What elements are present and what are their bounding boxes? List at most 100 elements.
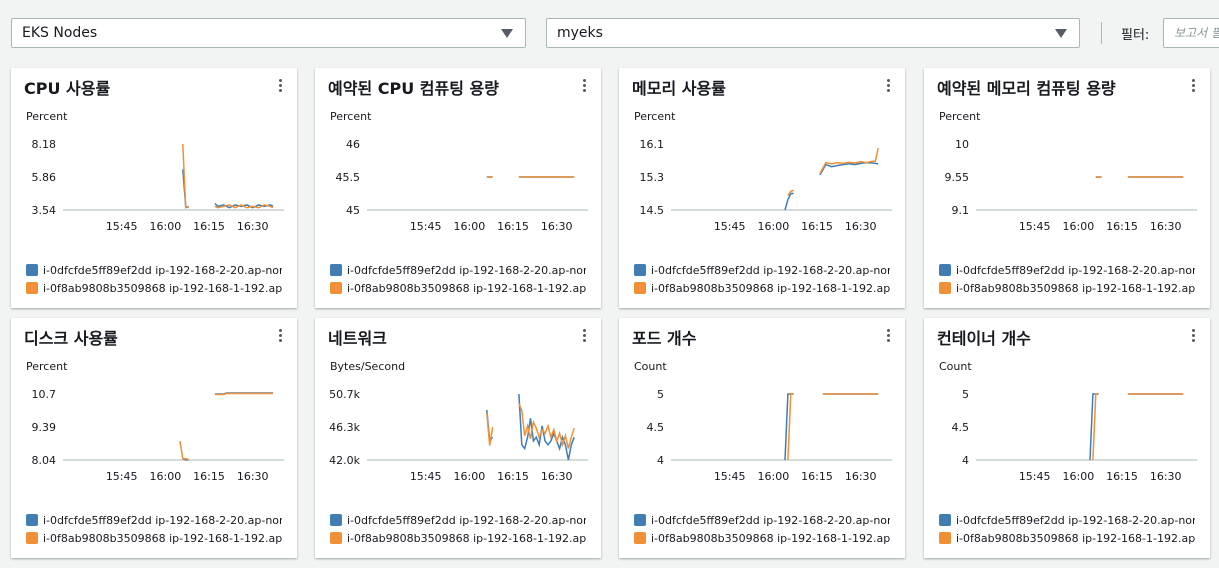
legend-item[interactable]: i-0dfcfde5ff89ef2dd ip-192-168-2-20.ap-n… — [939, 261, 1195, 279]
legend-item[interactable]: i-0f8ab9808b3509868 ip-192-168-1-192.ap-… — [939, 529, 1195, 547]
series-line[interactable] — [518, 393, 575, 461]
y-axis-unit-label: Count — [634, 360, 667, 373]
caret-down-icon — [1055, 29, 1067, 38]
legend-label: i-0f8ab9808b3509868 ip-192-168-1-192.ap-… — [43, 281, 282, 295]
more-options-icon[interactable] — [887, 329, 891, 343]
y-tick-label: 8.04 — [32, 454, 57, 467]
y-tick-label: 3.54 — [32, 204, 57, 217]
legend-item[interactable]: i-0dfcfde5ff89ef2dd ip-192-168-2-20.ap-n… — [330, 261, 586, 279]
series-line[interactable] — [214, 204, 274, 209]
legend-item[interactable]: i-0f8ab9808b3509868 ip-192-168-1-192.ap-… — [26, 529, 282, 547]
legend-swatch — [26, 532, 38, 544]
legend-item[interactable]: i-0f8ab9808b3509868 ip-192-168-1-192.ap-… — [330, 529, 586, 547]
y-tick-label: 4.5 — [952, 421, 970, 434]
chart-legend: i-0dfcfde5ff89ef2dd ip-192-168-2-20.ap-n… — [939, 511, 1195, 547]
line-chart: 50.7k 46.3k 42.0k 15:45 16:00 16:15 16:30 — [329, 388, 588, 483]
metric-card: 예약된 CPU 컴퓨팅 용량 Percent 46 45.5 45 15:45 16:00 1… — [315, 68, 601, 308]
legend-item[interactable]: i-0dfcfde5ff89ef2dd ip-192-168-2-20.ap-n… — [330, 511, 586, 529]
filter-input[interactable] — [1163, 18, 1219, 48]
legend-item[interactable]: i-0dfcfde5ff89ef2dd ip-192-168-2-20.ap-n… — [26, 261, 282, 279]
series-line[interactable] — [1092, 393, 1099, 461]
legend-item[interactable]: i-0f8ab9808b3509868 ip-192-168-1-192.ap-… — [634, 529, 890, 547]
legend-label: i-0f8ab9808b3509868 ip-192-168-1-192.ap-… — [347, 531, 586, 545]
x-tick-label: 16:15 — [193, 220, 225, 233]
y-tick-label: 50.7k — [329, 388, 360, 401]
legend-item[interactable]: i-0dfcfde5ff89ef2dd ip-192-168-2-20.ap-n… — [939, 511, 1195, 529]
x-tick-label: 16:00 — [150, 220, 182, 233]
legend-item[interactable]: i-0f8ab9808b3509868 ip-192-168-1-192.ap-… — [26, 279, 282, 297]
metric-card: 디스크 사용률 Percent 10.7 9.39 8.04 15:45 16:00 16:1… — [11, 318, 297, 558]
series-line[interactable] — [787, 393, 794, 461]
series-line[interactable] — [182, 143, 189, 209]
series-line[interactable] — [518, 402, 575, 449]
x-tick-label: 16:30 — [1150, 220, 1182, 233]
legend-swatch — [634, 532, 646, 544]
legend-label: i-0f8ab9808b3509868 ip-192-168-1-192.ap-… — [651, 531, 890, 545]
more-options-icon[interactable] — [279, 329, 283, 343]
legend-swatch — [939, 264, 951, 276]
metric-card: 네트워크 Bytes/Second 50.7k 46.3k 42.0k 15:45 16:0… — [315, 318, 601, 558]
y-axis-unit-label: Percent — [634, 110, 676, 123]
line-chart: 8.18 5.86 3.54 15:45 16:00 16:15 16:30 — [32, 138, 284, 233]
more-options-icon[interactable] — [583, 79, 587, 93]
y-tick-label: 46 — [346, 138, 360, 151]
cluster-select[interactable]: myeks — [546, 18, 1080, 48]
x-tick-label: 16:00 — [1063, 470, 1095, 483]
series-line[interactable] — [486, 412, 494, 446]
legend-item[interactable]: i-0f8ab9808b3509868 ip-192-168-1-192.ap-… — [939, 279, 1195, 297]
metric-card: 메모리 사용률 Percent 16.1 15.3 14.5 15:45 16:00 16:1… — [619, 68, 905, 308]
line-chart: 16.1 15.3 14.5 15:45 16:00 16:15 16:30 — [640, 138, 892, 233]
x-tick-label: 16:30 — [1150, 470, 1182, 483]
x-tick-label: 16:30 — [541, 470, 573, 483]
legend-item[interactable]: i-0dfcfde5ff89ef2dd ip-192-168-2-20.ap-n… — [634, 511, 890, 529]
y-tick-label: 9.55 — [945, 171, 970, 184]
chart-legend: i-0dfcfde5ff89ef2dd ip-192-168-2-20.ap-n… — [939, 261, 1195, 297]
chart-legend: i-0dfcfde5ff89ef2dd ip-192-168-2-20.ap-n… — [26, 511, 282, 547]
legend-label: i-0dfcfde5ff89ef2dd ip-192-168-2-20.ap-n… — [347, 513, 586, 527]
y-tick-label: 4.5 — [647, 421, 665, 434]
metric-card: CPU 사용률 Percent 8.18 5.86 3.54 15:45 16:00 16:1… — [11, 68, 297, 308]
more-options-icon[interactable] — [887, 79, 891, 93]
legend-item[interactable]: i-0dfcfde5ff89ef2dd ip-192-168-2-20.ap-n… — [26, 511, 282, 529]
legend-swatch — [330, 514, 342, 526]
series-line[interactable] — [214, 392, 274, 396]
x-tick-label: 15:45 — [1019, 220, 1051, 233]
chart-legend: i-0dfcfde5ff89ef2dd ip-192-168-2-20.ap-n… — [634, 261, 890, 297]
x-tick-label: 15:45 — [106, 220, 138, 233]
series-line[interactable] — [819, 147, 879, 175]
legend-item[interactable]: i-0f8ab9808b3509868 ip-192-168-1-192.ap-… — [330, 279, 586, 297]
more-options-icon[interactable] — [583, 329, 587, 343]
legend-swatch — [330, 532, 342, 544]
metric-card-title: 디스크 사용률 — [24, 329, 118, 348]
legend-item[interactable]: i-0f8ab9808b3509868 ip-192-168-1-192.ap-… — [634, 279, 890, 297]
legend-swatch — [939, 532, 951, 544]
y-tick-label: 16.1 — [640, 138, 665, 151]
y-tick-label: 4 — [962, 454, 969, 467]
y-axis-unit-label: Bytes/Second — [330, 360, 406, 373]
x-tick-label: 16:15 — [801, 220, 833, 233]
legend-swatch — [26, 514, 38, 526]
more-options-icon[interactable] — [1192, 79, 1196, 93]
y-tick-label: 10.7 — [32, 388, 57, 401]
metric-card-title: 컨테이너 개수 — [937, 329, 1031, 348]
y-axis-unit-label: Percent — [26, 110, 68, 123]
y-tick-label: 5 — [657, 388, 664, 401]
x-tick-label: 15:45 — [410, 470, 442, 483]
more-options-icon[interactable] — [1192, 329, 1196, 343]
series-line[interactable] — [179, 440, 189, 461]
dashboard-select[interactable]: EKS Nodes — [11, 18, 526, 48]
series-line[interactable] — [784, 192, 794, 211]
legend-item[interactable]: i-0dfcfde5ff89ef2dd ip-192-168-2-20.ap-n… — [634, 261, 890, 279]
metric-card: 포드 개수 Count 5 4.5 4 15:45 16:00 16:15 16:30 i-0df… — [619, 318, 905, 558]
x-tick-label: 16:00 — [150, 470, 182, 483]
legend-swatch — [634, 282, 646, 294]
more-options-icon[interactable] — [279, 79, 283, 93]
x-tick-label: 16:00 — [758, 220, 790, 233]
legend-label: i-0dfcfde5ff89ef2dd ip-192-168-2-20.ap-n… — [43, 263, 282, 277]
series-line[interactable] — [787, 189, 794, 197]
series-line[interactable] — [819, 161, 879, 176]
legend-swatch — [634, 514, 646, 526]
legend-label: i-0f8ab9808b3509868 ip-192-168-1-192.ap-… — [651, 281, 890, 295]
metric-card-title: CPU 사용률 — [24, 79, 111, 98]
y-tick-label: 15.3 — [640, 171, 665, 184]
